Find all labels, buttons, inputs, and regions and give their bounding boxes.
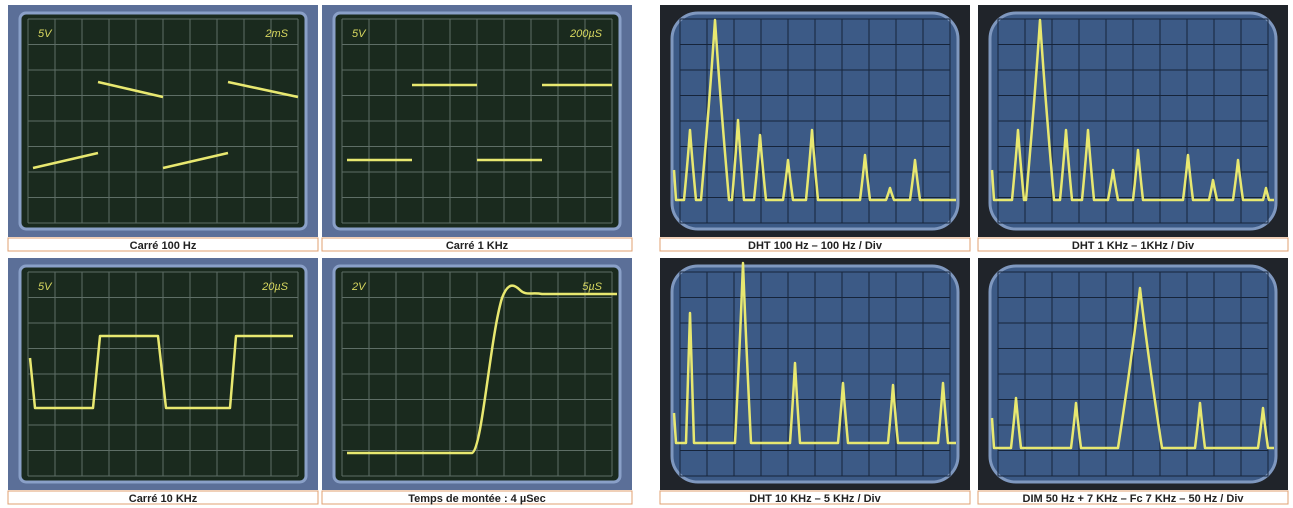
caption-box bbox=[7, 237, 319, 252]
trace bbox=[990, 18, 1274, 202]
panel: 5V 200µS Carré 1 KHz bbox=[321, 5, 633, 252]
trace bbox=[28, 334, 293, 410]
panel: DHT 1 KHz – 1KHz / Div bbox=[977, 5, 1289, 252]
volt-scale: 5V bbox=[38, 281, 53, 293]
caption: DHT 1 KHz – 1KHz / Div bbox=[1072, 240, 1195, 252]
volt-scale: 2V bbox=[351, 281, 367, 293]
trace bbox=[672, 261, 956, 445]
time-scale: 2mS bbox=[264, 28, 288, 40]
caption-box bbox=[321, 490, 633, 505]
caption-box bbox=[977, 490, 1289, 505]
time-scale: 5µS bbox=[582, 281, 602, 293]
trace bbox=[990, 286, 1274, 450]
caption: DHT 10 KHz – 5 KHz / Div bbox=[749, 493, 881, 505]
caption: DIM 50 Hz + 7 KHz – Fc 7 KHz – 50 Hz / D… bbox=[1023, 493, 1245, 505]
trace bbox=[32, 80, 299, 170]
volt-scale: 5V bbox=[352, 28, 367, 40]
caption: Carré 10 KHz bbox=[129, 493, 198, 505]
caption: Carré 1 KHz bbox=[446, 240, 509, 252]
panel: 5V 2mS Carré 100 Hz bbox=[7, 5, 319, 252]
panel: DHT 10 KHz – 5 KHz / Div bbox=[659, 258, 971, 505]
caption-box bbox=[977, 237, 1289, 252]
caption-box bbox=[659, 237, 971, 252]
trace bbox=[347, 284, 617, 455]
caption-box bbox=[659, 490, 971, 505]
time-scale: 20µS bbox=[261, 281, 289, 293]
panel: DIM 50 Hz + 7 KHz – Fc 7 KHz – 50 Hz / D… bbox=[977, 258, 1289, 505]
volt-scale: 5V bbox=[38, 28, 53, 40]
time-scale: 200µS bbox=[569, 28, 603, 40]
panel: DHT 100 Hz – 100 Hz / Div bbox=[659, 5, 971, 252]
panel: 2V 5µS Temps de montée : 4 µSec bbox=[321, 258, 633, 505]
trace bbox=[347, 83, 612, 162]
caption: Temps de montée : 4 µSec bbox=[408, 493, 546, 505]
trace bbox=[672, 18, 956, 202]
caption: Carré 100 Hz bbox=[130, 240, 197, 252]
caption-box bbox=[321, 237, 633, 252]
caption: DHT 100 Hz – 100 Hz / Div bbox=[748, 240, 883, 252]
panel: 5V 20µS Carré 10 KHz bbox=[7, 258, 319, 505]
caption-box bbox=[7, 490, 319, 505]
